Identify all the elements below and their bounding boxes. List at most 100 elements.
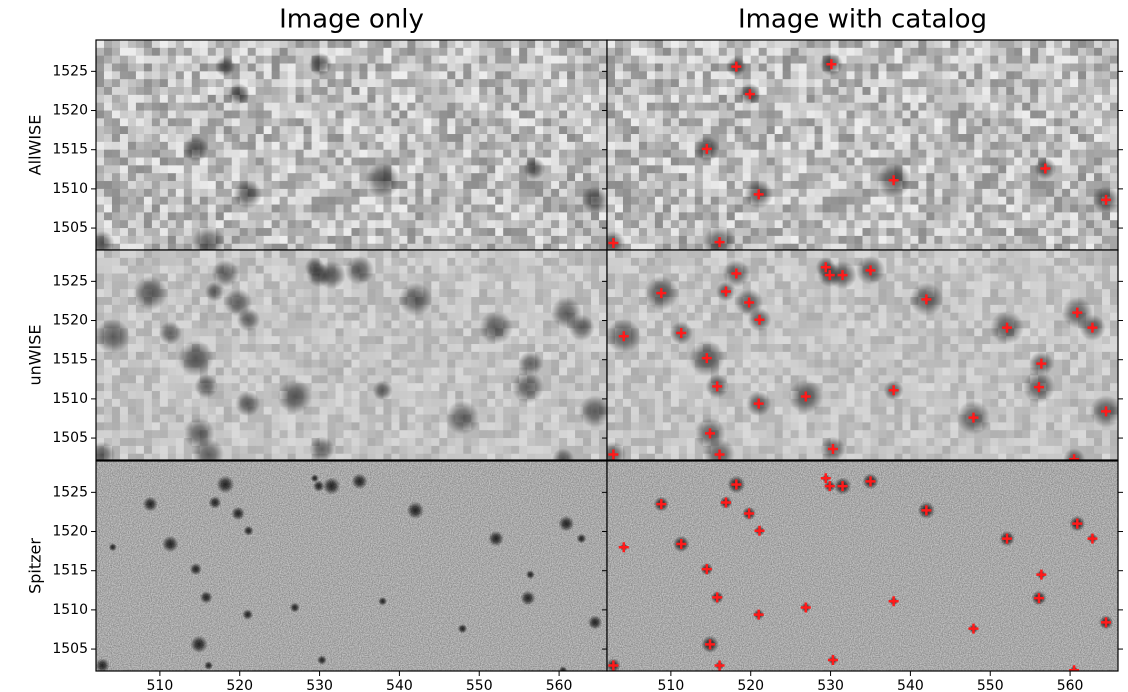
catalog-marker <box>676 328 687 339</box>
catalog-marker <box>656 499 667 510</box>
source-blob <box>189 563 202 576</box>
source-blob <box>211 259 240 288</box>
source-blob <box>378 596 388 606</box>
column-title: Image with catalog <box>738 5 987 35</box>
source-blob <box>479 310 513 345</box>
catalog-marker <box>1072 307 1083 318</box>
source-blob <box>578 395 607 428</box>
image-panel: 510 520 530 540 550 560 <box>602 460 1123 692</box>
source-blob <box>277 379 313 414</box>
panel-frame <box>606 249 1119 461</box>
catalog-marker <box>1040 163 1051 174</box>
catalog-marker <box>1087 322 1098 333</box>
y-tick-label: 1510 <box>52 602 88 618</box>
catalog-marker <box>744 89 755 100</box>
catalog-marker <box>1033 382 1044 393</box>
source-blob <box>192 225 226 250</box>
source-blob <box>372 380 393 401</box>
source-blob <box>182 135 209 162</box>
source-blob <box>317 260 346 290</box>
image <box>96 40 607 250</box>
y-tick-label: 1515 <box>52 352 88 368</box>
catalog-marker <box>921 294 932 305</box>
source-blob <box>236 307 261 332</box>
source-blob <box>242 609 254 620</box>
catalog-marker <box>704 639 715 650</box>
x-tick-label: 510 <box>658 678 685 692</box>
panel-frame <box>606 460 1119 672</box>
catalog-marker <box>1101 617 1112 628</box>
catalog-marker <box>731 61 742 72</box>
row-label: Spitzer <box>26 538 45 594</box>
catalog-marker <box>753 398 764 409</box>
x-tick-label: 550 <box>977 678 1004 692</box>
column-title: Image only <box>279 5 424 35</box>
catalog-marker <box>753 609 764 620</box>
catalog-marker <box>754 525 765 536</box>
catalog-marker <box>837 481 848 492</box>
image-pixels <box>96 40 607 250</box>
y-tick-label: 1510 <box>52 391 88 407</box>
catalog-marker <box>753 189 764 200</box>
y-tick-label: 1520 <box>52 313 88 329</box>
source-blob <box>312 480 325 492</box>
catalog-marker <box>827 444 838 455</box>
catalog-marker <box>714 449 725 460</box>
catalog-marker <box>826 59 837 70</box>
source-blob <box>204 281 226 302</box>
y-tick-label: 1525 <box>52 63 88 79</box>
x-tick-label: 520 <box>737 678 764 692</box>
source-blob <box>511 370 545 404</box>
source-blob <box>233 179 263 209</box>
y-tick-label: 1520 <box>52 103 88 119</box>
catalog-marker <box>800 391 811 402</box>
catalog-marker <box>1002 533 1013 544</box>
catalog-marker <box>1069 665 1080 671</box>
source-blob <box>322 477 341 495</box>
source-blob <box>703 438 736 460</box>
catalog-marker <box>968 412 979 423</box>
image <box>607 40 1118 250</box>
source-blob <box>552 448 575 460</box>
catalog-marker <box>921 505 932 516</box>
catalog-marker <box>1002 322 1013 333</box>
y-tick-label: 1505 <box>52 641 88 657</box>
source-blob <box>96 658 110 671</box>
image <box>607 250 1118 460</box>
catalog-marker <box>865 476 876 487</box>
catalog-marker <box>888 175 899 186</box>
catalog-marker <box>1033 593 1044 604</box>
source-blob <box>568 314 595 341</box>
source-blob <box>445 400 480 435</box>
source-blob <box>190 635 208 654</box>
catalog-marker <box>618 331 629 342</box>
source-blob <box>96 230 115 250</box>
catalog-marker <box>618 542 629 553</box>
source-blob <box>581 186 607 214</box>
source-blob <box>216 475 235 494</box>
source-blob <box>607 230 626 250</box>
x-tick-label: 540 <box>897 678 924 692</box>
x-tick-label: 530 <box>817 678 844 692</box>
source-blob <box>558 666 568 671</box>
catalog-marker <box>608 660 619 671</box>
catalog-marker <box>800 602 811 613</box>
source-blob <box>158 321 182 345</box>
source-blob <box>231 506 245 521</box>
source-blob <box>204 661 214 670</box>
source-blob <box>518 351 543 376</box>
catalog-marker <box>608 237 619 248</box>
source-blob <box>398 282 433 317</box>
image-panel: 1505 1510 1515 1520 1525 510 520 530 540 550 560 <box>52 460 612 692</box>
catalog-marker <box>704 428 715 439</box>
source-blob <box>310 474 319 483</box>
catalog-marker <box>714 237 725 248</box>
x-tick-label: 550 <box>466 678 493 692</box>
y-tick-label: 1505 <box>52 220 88 236</box>
source-blob <box>558 515 575 532</box>
image-grain <box>607 461 1118 671</box>
source-blob <box>235 390 261 417</box>
catalog-marker <box>837 270 848 281</box>
catalog-marker <box>714 660 725 671</box>
